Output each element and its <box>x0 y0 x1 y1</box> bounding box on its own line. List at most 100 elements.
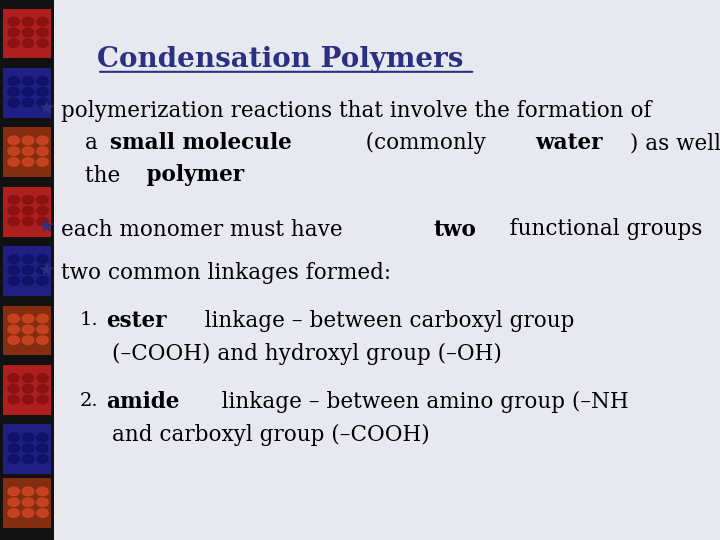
Circle shape <box>22 195 34 204</box>
Circle shape <box>37 487 48 496</box>
Circle shape <box>22 455 34 463</box>
Circle shape <box>37 314 48 323</box>
Circle shape <box>37 374 48 382</box>
Bar <box>3 246 51 296</box>
Circle shape <box>37 87 48 96</box>
Circle shape <box>8 158 19 166</box>
Circle shape <box>37 77 48 85</box>
Circle shape <box>22 487 34 496</box>
Circle shape <box>8 384 19 393</box>
Circle shape <box>22 444 34 453</box>
Circle shape <box>8 395 19 404</box>
Text: 2.: 2. <box>79 392 98 410</box>
Text: two: two <box>433 219 477 240</box>
Circle shape <box>8 266 19 274</box>
Circle shape <box>8 325 19 334</box>
Circle shape <box>8 206 19 215</box>
Circle shape <box>8 444 19 453</box>
Text: and carboxyl group (–COOH): and carboxyl group (–COOH) <box>112 424 429 446</box>
Text: functional groups: functional groups <box>489 219 702 240</box>
Circle shape <box>37 455 48 463</box>
Circle shape <box>37 98 48 107</box>
Circle shape <box>37 255 48 264</box>
Text: ★: ★ <box>37 260 55 280</box>
Circle shape <box>22 509 34 517</box>
Circle shape <box>37 444 48 453</box>
Circle shape <box>37 17 48 26</box>
Circle shape <box>37 39 48 48</box>
Circle shape <box>37 28 48 37</box>
Circle shape <box>22 325 34 334</box>
Bar <box>3 127 51 177</box>
Circle shape <box>8 455 19 463</box>
Bar <box>3 478 51 528</box>
Circle shape <box>8 17 19 26</box>
Text: water: water <box>536 132 603 154</box>
Text: polymerization reactions that involve the formation of: polymerization reactions that involve th… <box>61 100 652 122</box>
Circle shape <box>22 158 34 166</box>
Text: linkage – between carboxyl group: linkage – between carboxyl group <box>184 310 575 332</box>
Circle shape <box>22 28 34 37</box>
Circle shape <box>8 39 19 48</box>
Circle shape <box>8 336 19 345</box>
Circle shape <box>22 433 34 442</box>
Circle shape <box>37 325 48 334</box>
Circle shape <box>22 98 34 107</box>
Circle shape <box>8 374 19 382</box>
Circle shape <box>22 136 34 145</box>
Bar <box>0 0 54 540</box>
Circle shape <box>37 266 48 274</box>
Bar <box>3 306 51 355</box>
Circle shape <box>37 158 48 166</box>
Text: polymer: polymer <box>139 165 244 186</box>
Circle shape <box>8 276 19 285</box>
Circle shape <box>37 147 48 156</box>
Circle shape <box>37 433 48 442</box>
Bar <box>3 365 51 415</box>
Text: small molecule: small molecule <box>110 132 292 154</box>
Circle shape <box>37 509 48 517</box>
Bar <box>3 424 51 474</box>
Circle shape <box>8 136 19 145</box>
Circle shape <box>8 509 19 517</box>
Circle shape <box>22 314 34 323</box>
Circle shape <box>22 255 34 264</box>
Circle shape <box>8 487 19 496</box>
Circle shape <box>37 276 48 285</box>
Text: (commonly: (commonly <box>345 132 492 154</box>
Circle shape <box>22 276 34 285</box>
Circle shape <box>37 136 48 145</box>
Circle shape <box>22 87 34 96</box>
Circle shape <box>8 255 19 264</box>
Circle shape <box>22 395 34 404</box>
Text: the: the <box>85 165 127 186</box>
Circle shape <box>8 98 19 107</box>
Text: amide: amide <box>106 392 179 413</box>
Circle shape <box>37 384 48 393</box>
Text: ★: ★ <box>37 217 55 237</box>
Circle shape <box>8 195 19 204</box>
Circle shape <box>22 217 34 226</box>
Circle shape <box>37 336 48 345</box>
Circle shape <box>22 266 34 274</box>
Circle shape <box>8 314 19 323</box>
Circle shape <box>37 498 48 507</box>
Text: ★: ★ <box>37 98 55 118</box>
Bar <box>3 9 51 58</box>
Circle shape <box>22 39 34 48</box>
Circle shape <box>8 87 19 96</box>
Circle shape <box>22 384 34 393</box>
Circle shape <box>37 395 48 404</box>
Bar <box>3 187 51 237</box>
Circle shape <box>22 336 34 345</box>
Bar <box>3 68 51 118</box>
Text: two common linkages formed:: two common linkages formed: <box>61 262 392 284</box>
Circle shape <box>22 77 34 85</box>
Text: ester: ester <box>106 310 166 332</box>
Circle shape <box>22 498 34 507</box>
Circle shape <box>37 195 48 204</box>
Circle shape <box>22 17 34 26</box>
Circle shape <box>8 147 19 156</box>
Circle shape <box>8 77 19 85</box>
Circle shape <box>22 147 34 156</box>
